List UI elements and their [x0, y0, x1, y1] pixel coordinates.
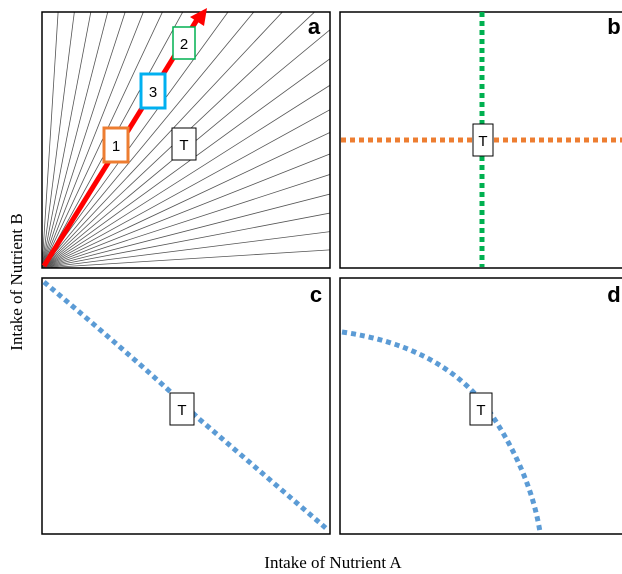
- target-box-a: T: [171, 127, 197, 161]
- target-box-b: T: [472, 123, 494, 157]
- panel-letter-c: c: [310, 282, 322, 307]
- rail-line: [42, 12, 144, 268]
- target-label-d: T: [476, 402, 485, 419]
- y-axis-title: Intake of Nutrient B: [7, 213, 26, 350]
- rail-line: [42, 174, 330, 268]
- panel-b-frame: [339, 11, 622, 269]
- rail-line: [42, 12, 109, 268]
- x-axis-title: Intake of Nutrient A: [264, 553, 402, 572]
- blue-dotted-curve-c: [42, 280, 330, 532]
- rail-line: [42, 12, 316, 268]
- box-2-label: 2: [180, 36, 188, 53]
- rail-line: [42, 231, 330, 268]
- panel-a-frame: [41, 11, 331, 269]
- panel-d-frame: [339, 277, 622, 535]
- rail-line: [42, 12, 92, 268]
- panel-letter-b: b: [607, 14, 620, 39]
- target-label-b: T: [478, 133, 487, 150]
- rail-line: [42, 212, 330, 268]
- box-2: 2: [172, 26, 196, 60]
- target-label-a: T: [179, 137, 188, 154]
- panel-d: T d: [339, 277, 622, 535]
- panel-b: T b: [339, 11, 622, 269]
- rail-line: [42, 12, 229, 268]
- rail-line: [42, 12, 184, 268]
- rail-line: [42, 12, 163, 268]
- box-1-label: 1: [112, 138, 120, 155]
- rail-line: [42, 193, 330, 268]
- target-label-c: T: [177, 402, 186, 419]
- rail-line: [42, 84, 330, 268]
- panel-letter-d: d: [607, 282, 620, 307]
- rail-line: [42, 29, 330, 268]
- panel-letter-a: a: [308, 14, 321, 39]
- rail-line: [42, 153, 330, 268]
- panel-c: T c: [41, 277, 331, 535]
- target-box-c: T: [169, 392, 195, 426]
- target-box-d: T: [469, 392, 493, 426]
- nutritional-rails: [42, 12, 330, 268]
- rail-line: [42, 12, 255, 268]
- rail-line: [42, 12, 283, 268]
- rail-line: [42, 109, 330, 268]
- box-1: 1: [102, 126, 130, 164]
- blue-dotted-curve-d: [341, 329, 543, 533]
- box-3: 3: [139, 72, 167, 110]
- rail-line: [42, 58, 330, 268]
- rail-line: [42, 12, 126, 268]
- arrow-head: [190, 8, 207, 26]
- panel-a: 1 3 2 T a: [41, 8, 331, 269]
- rail-line: [42, 249, 330, 268]
- box-3-label: 3: [149, 84, 157, 101]
- panel-c-frame: [41, 277, 331, 535]
- rail-line: [42, 132, 330, 268]
- rail-line: [42, 12, 75, 268]
- rail-line: [42, 12, 59, 268]
